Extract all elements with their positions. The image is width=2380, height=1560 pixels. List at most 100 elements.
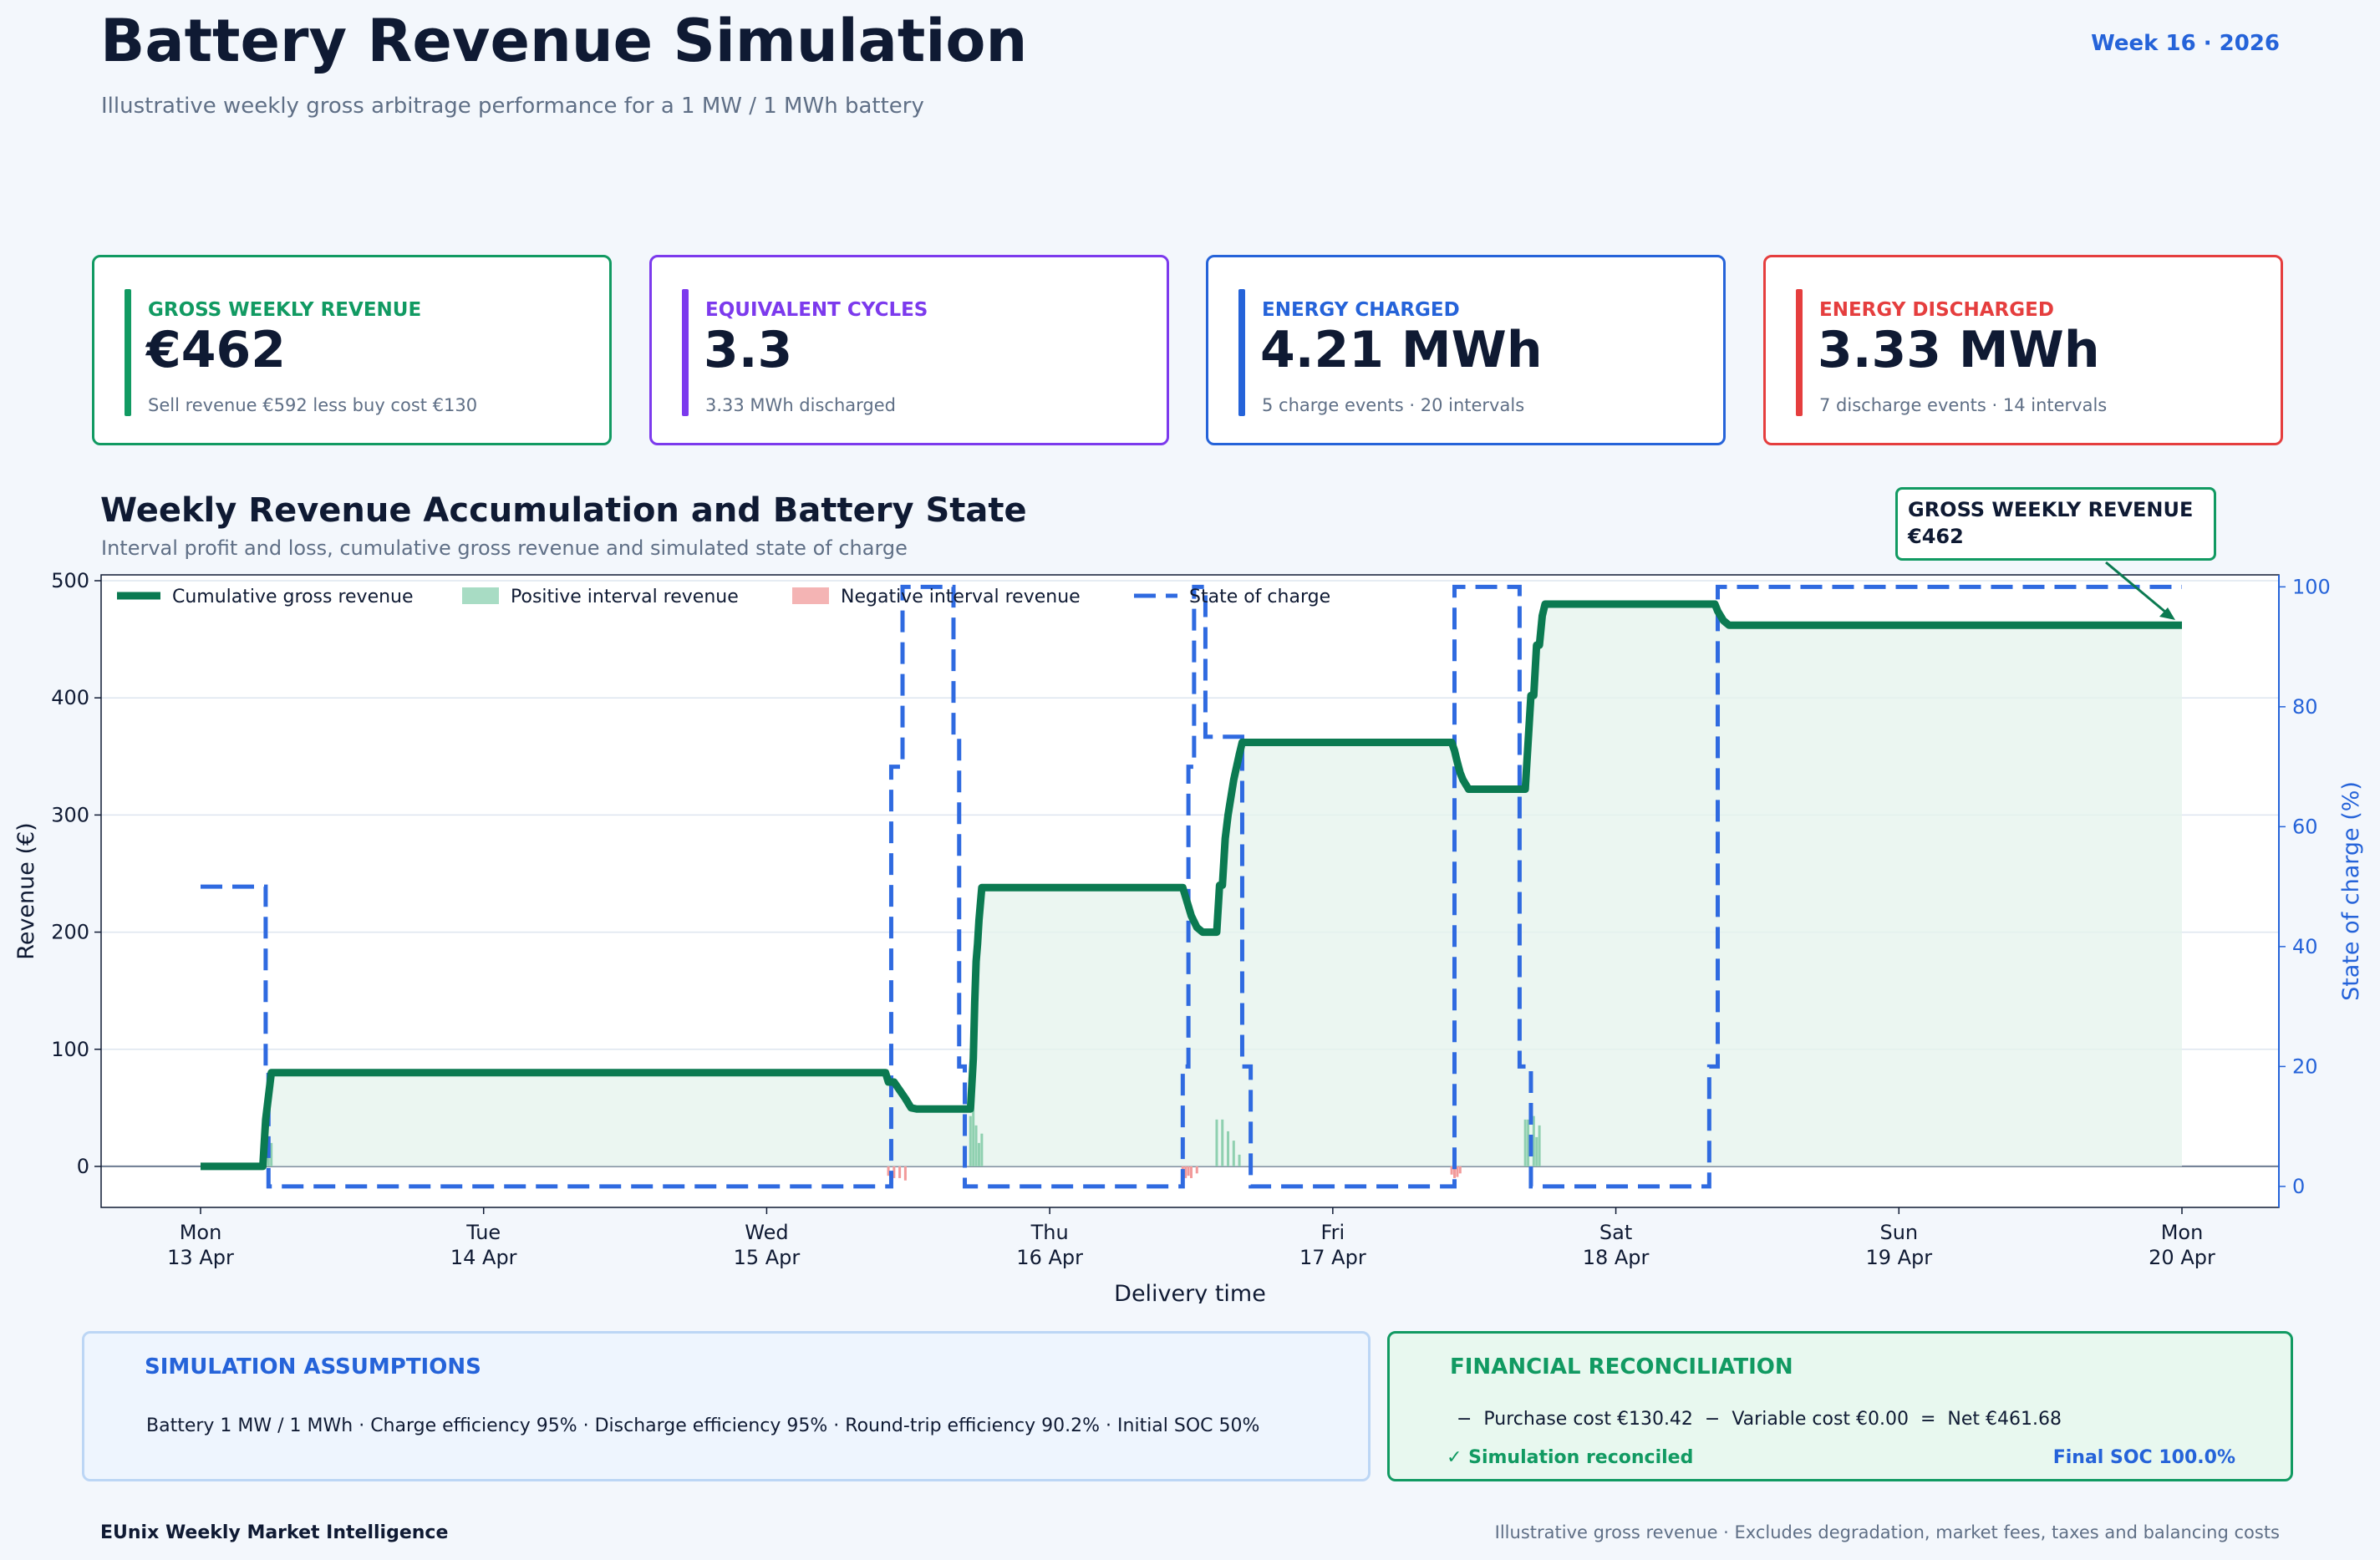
- kpi-card-cycles: EQUIVALENT CYCLES 3.3 3.33 MWh discharge…: [649, 255, 1169, 445]
- x-tick-label: 14 Apr: [450, 1246, 517, 1269]
- y-tick-label: 100: [51, 1038, 89, 1061]
- y-tick-label: 300: [51, 803, 89, 826]
- negative-bar: [887, 1166, 890, 1176]
- positive-bar: [974, 1125, 978, 1166]
- footer-brand: EUnix Weekly Market Intelligence: [100, 1522, 449, 1543]
- positive-bar: [1527, 1119, 1530, 1166]
- kpi-value: €462: [146, 321, 286, 379]
- positive-bar: [270, 1142, 273, 1166]
- negative-bar: [1190, 1166, 1193, 1178]
- kpi-value: 4.21 MWh: [1260, 321, 1543, 379]
- kpi-label: GROSS WEEKLY REVENUE: [148, 299, 422, 321]
- x-tick-label: Thu: [1030, 1221, 1069, 1244]
- reconciliation-status: ✓ Simulation reconciled: [1447, 1447, 1694, 1468]
- kpi-note: 7 discharge events · 14 intervals: [1819, 395, 2108, 415]
- legend-cumulative-label: Cumulative gross revenue: [172, 587, 414, 607]
- reconciliation-panel: FINANCIAL RECONCILIATION − Purchase cost…: [1387, 1331, 2293, 1481]
- y2-tick-label: 0: [2292, 1175, 2305, 1198]
- negative-bar: [1184, 1166, 1187, 1178]
- positive-bar: [1227, 1131, 1230, 1166]
- positive-bar: [1535, 1136, 1538, 1166]
- kpi-card-charged: ENERGY CHARGED 4.21 MWh 5 charge events …: [1206, 255, 1726, 445]
- x-tick-label: 13 Apr: [167, 1246, 234, 1269]
- negative-bar: [892, 1166, 896, 1178]
- negative-bar: [1195, 1166, 1198, 1174]
- y2-tick-label: 20: [2292, 1054, 2318, 1078]
- positive-bar: [1238, 1154, 1241, 1166]
- page-title: Battery Revenue Simulation: [100, 7, 1028, 75]
- negative-bar: [1456, 1166, 1459, 1177]
- soc-line: [201, 584, 2182, 1189]
- kpi-value: 3.3: [704, 321, 793, 379]
- negative-bar: [1450, 1166, 1453, 1175]
- cumulative-fill: [201, 604, 2182, 1166]
- negative-bar: [903, 1166, 907, 1181]
- week-label: Week 16 · 2026: [2091, 31, 2280, 56]
- chart-section-title: Weekly Revenue Accumulation and Battery …: [100, 491, 1027, 530]
- x-tick-label: Tue: [465, 1221, 501, 1244]
- y-tick-label: 500: [51, 569, 89, 592]
- assumptions-title: SIMULATION ASSUMPTIONS: [145, 1354, 481, 1380]
- callout-arrow: [2105, 561, 2172, 618]
- positive-bar: [1538, 1125, 1541, 1166]
- y-tick-label: 0: [77, 1155, 89, 1178]
- x-tick-label: Fri: [1321, 1221, 1345, 1244]
- y-tick-label: 200: [51, 921, 89, 944]
- footer-disclaimer: Illustrative gross revenue · Excludes de…: [1494, 1522, 2280, 1542]
- callout-label: GROSS WEEKLY REVENUE: [1908, 498, 2194, 521]
- negative-bar: [1458, 1166, 1462, 1174]
- kpi-label: ENERGY CHARGED: [1262, 299, 1460, 321]
- kpi-accent-bar: [1796, 289, 1803, 416]
- kpi-value: 3.33 MWh: [1818, 321, 2100, 379]
- negative-bar: [1187, 1166, 1190, 1176]
- kpi-card-revenue: GROSS WEEKLY REVENUE €462 Sell revenue €…: [92, 255, 612, 445]
- x-tick-label: 17 Apr: [1299, 1246, 1366, 1269]
- x-tick-label: Mon: [180, 1221, 222, 1244]
- reconciliation-title: FINANCIAL RECONCILIATION: [1450, 1354, 1793, 1380]
- x-tick-label: 15 Apr: [734, 1246, 801, 1269]
- negative-bar: [1453, 1166, 1457, 1178]
- y2-tick-label: 60: [2292, 815, 2318, 838]
- kpi-accent-bar: [125, 289, 131, 416]
- positive-bar: [1532, 1115, 1535, 1166]
- kpi-note: 3.33 MWh discharged: [705, 395, 896, 415]
- x-axis-label: Delivery time: [1114, 1281, 1266, 1303]
- reconciliation-line: − Purchase cost €130.42 − Variable cost …: [1457, 1409, 2062, 1430]
- positive-bar: [977, 1142, 980, 1166]
- kpi-accent-bar: [682, 289, 689, 416]
- cumulative-line: [201, 600, 2182, 1171]
- positive-bar: [972, 1110, 975, 1166]
- callout-value: €462: [1908, 525, 1964, 548]
- x-tick-label: 16 Apr: [1016, 1246, 1083, 1269]
- y2-tick-label: 40: [2292, 935, 2318, 958]
- final-soc: Final SOC 100.0%: [2052, 1447, 2235, 1468]
- y-tick-label: 400: [51, 686, 89, 709]
- positive-bar: [1221, 1119, 1224, 1166]
- y-axis-label: Revenue (€): [13, 822, 39, 959]
- x-tick-label: 20 Apr: [2149, 1246, 2215, 1269]
- legend-positive-label: Positive interval revenue: [511, 587, 739, 607]
- kpi-label: EQUIVALENT CYCLES: [705, 299, 928, 321]
- legend-negative-label: Negative interval revenue: [841, 587, 1081, 607]
- x-tick-label: Wed: [745, 1221, 788, 1244]
- positive-bar: [1232, 1141, 1235, 1166]
- kpi-note: 5 charge events · 20 intervals: [1262, 395, 1525, 415]
- x-tick-label: Sat: [1599, 1221, 1632, 1244]
- kpi-label: ENERGY DISCHARGED: [1819, 299, 2054, 321]
- legend-positive-marker: [462, 587, 499, 604]
- positive-bar: [1215, 1119, 1218, 1166]
- y2-tick-label: 80: [2292, 695, 2318, 719]
- kpi-note: Sell revenue €592 less buy cost €130: [148, 395, 478, 415]
- page-subtitle: Illustrative weekly gross arbitrage perf…: [101, 94, 924, 119]
- negative-bar: [898, 1166, 902, 1178]
- x-tick-label: 18 Apr: [1583, 1246, 1650, 1269]
- positive-bar: [969, 1115, 972, 1166]
- callout-arrowhead: [2159, 607, 2175, 620]
- kpi-card-discharged: ENERGY DISCHARGED 3.33 MWh 7 discharge e…: [1763, 255, 2283, 445]
- x-tick-label: Mon: [2161, 1221, 2204, 1244]
- revenue-callout: GROSS WEEKLY REVENUE €462: [1895, 487, 2216, 561]
- positive-bar: [1523, 1119, 1527, 1166]
- legend-soc-label: State of charge: [1189, 587, 1330, 607]
- assumptions-text: Battery 1 MW / 1 MWh · Charge efficiency…: [146, 1415, 1260, 1436]
